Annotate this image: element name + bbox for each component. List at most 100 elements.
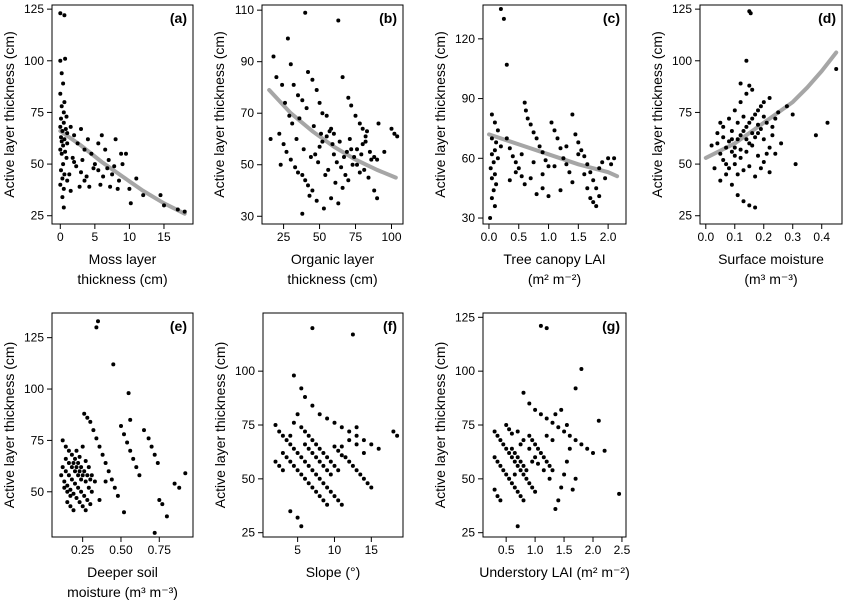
data-point xyxy=(72,160,77,164)
data-point xyxy=(744,149,749,154)
data-point xyxy=(741,168,746,173)
data-point xyxy=(79,489,84,494)
data-point xyxy=(729,137,734,142)
data-point xyxy=(347,459,352,464)
x-tick-label: 1.0 xyxy=(527,543,544,557)
data-point xyxy=(354,425,359,430)
data-point xyxy=(489,112,494,117)
data-point xyxy=(363,139,368,144)
panel-label: (f) xyxy=(383,318,397,334)
data-point xyxy=(354,442,359,447)
data-point xyxy=(596,418,601,423)
data-point xyxy=(355,162,359,167)
data-point xyxy=(293,165,298,170)
data-point xyxy=(538,323,543,328)
data-point xyxy=(767,145,772,150)
data-point xyxy=(528,176,533,181)
y-tick-label: 70 xyxy=(241,106,255,120)
data-point xyxy=(324,113,329,118)
data-point xyxy=(562,472,567,477)
data-point xyxy=(365,481,370,486)
y-tick-label: 125 xyxy=(24,2,44,16)
data-point xyxy=(721,135,726,140)
y-tick-label: 120 xyxy=(455,32,475,46)
data-point xyxy=(355,147,359,152)
data-point xyxy=(531,160,536,165)
data-point xyxy=(492,455,497,460)
y-tick-label: 30 xyxy=(241,209,255,223)
data-point xyxy=(550,438,555,443)
panel-c: 30 60 90 120 0.0 0.5 1.0 1.5 2.0 Active layer thi… xyxy=(432,4,627,287)
data-point xyxy=(291,463,296,468)
data-point xyxy=(744,58,749,63)
data-point xyxy=(488,166,493,171)
data-point xyxy=(600,160,605,165)
data-point xyxy=(142,428,146,433)
data-point xyxy=(770,124,775,129)
y-tick-label: 90 xyxy=(241,55,255,69)
data-point xyxy=(336,201,341,206)
data-point xyxy=(146,436,151,441)
panel-g: 25 50 75 100 125 0.5 1.0 1.5 2.0 2.5 Active layer … xyxy=(432,310,631,580)
data-point xyxy=(119,151,124,156)
data-point xyxy=(712,166,717,171)
y-tick-label: 75 xyxy=(31,105,45,119)
data-point xyxy=(367,149,372,154)
data-point xyxy=(83,479,88,484)
data-point xyxy=(69,465,74,470)
data-point xyxy=(317,459,322,464)
x-axis-label: Tree canopy LAI xyxy=(503,251,605,267)
data-point xyxy=(65,178,70,183)
y-axis-label: Active layer thickness (cm) xyxy=(649,31,665,197)
data-point xyxy=(85,498,90,502)
data-point xyxy=(91,428,96,433)
data-point xyxy=(89,151,94,156)
data-point xyxy=(332,494,337,499)
data-point xyxy=(294,137,299,141)
data-point xyxy=(761,100,766,105)
data-point xyxy=(527,433,532,438)
data-point xyxy=(738,155,743,160)
data-point xyxy=(376,446,381,451)
data-point xyxy=(354,433,359,438)
y-tick-label: 75 xyxy=(679,105,693,119)
x-tick-label: 0 xyxy=(57,230,64,244)
data-point xyxy=(527,446,532,451)
data-point xyxy=(299,472,304,477)
data-point xyxy=(303,459,307,464)
data-point xyxy=(392,131,397,136)
data-point xyxy=(776,110,781,115)
data-point xyxy=(507,427,512,432)
data-point xyxy=(492,120,497,125)
data-point xyxy=(523,108,528,113)
data-point xyxy=(339,444,344,449)
data-point xyxy=(718,151,723,156)
data-point xyxy=(74,448,79,453)
data-point xyxy=(72,133,77,138)
data-point xyxy=(303,476,307,481)
data-point xyxy=(314,442,319,447)
data-point xyxy=(591,451,595,455)
data-point xyxy=(291,446,296,451)
data-point xyxy=(65,483,70,488)
data-point xyxy=(507,146,512,151)
data-point xyxy=(328,489,333,494)
data-point xyxy=(747,141,752,146)
y-tick-label: 100 xyxy=(24,382,44,396)
data-point xyxy=(343,455,348,460)
data-point xyxy=(498,7,503,11)
data-point xyxy=(527,481,532,486)
data-point xyxy=(540,150,545,155)
data-point xyxy=(310,485,315,490)
data-point xyxy=(513,160,518,165)
data-point xyxy=(69,477,74,482)
data-point xyxy=(744,124,749,129)
data-point xyxy=(540,172,545,177)
data-point xyxy=(63,149,68,154)
data-point xyxy=(735,172,740,177)
data-point xyxy=(573,132,578,137)
x-tick-label: 75 xyxy=(349,230,363,244)
y-tick-label: 100 xyxy=(24,54,44,68)
data-point xyxy=(98,182,103,187)
plot-frame xyxy=(51,312,194,538)
